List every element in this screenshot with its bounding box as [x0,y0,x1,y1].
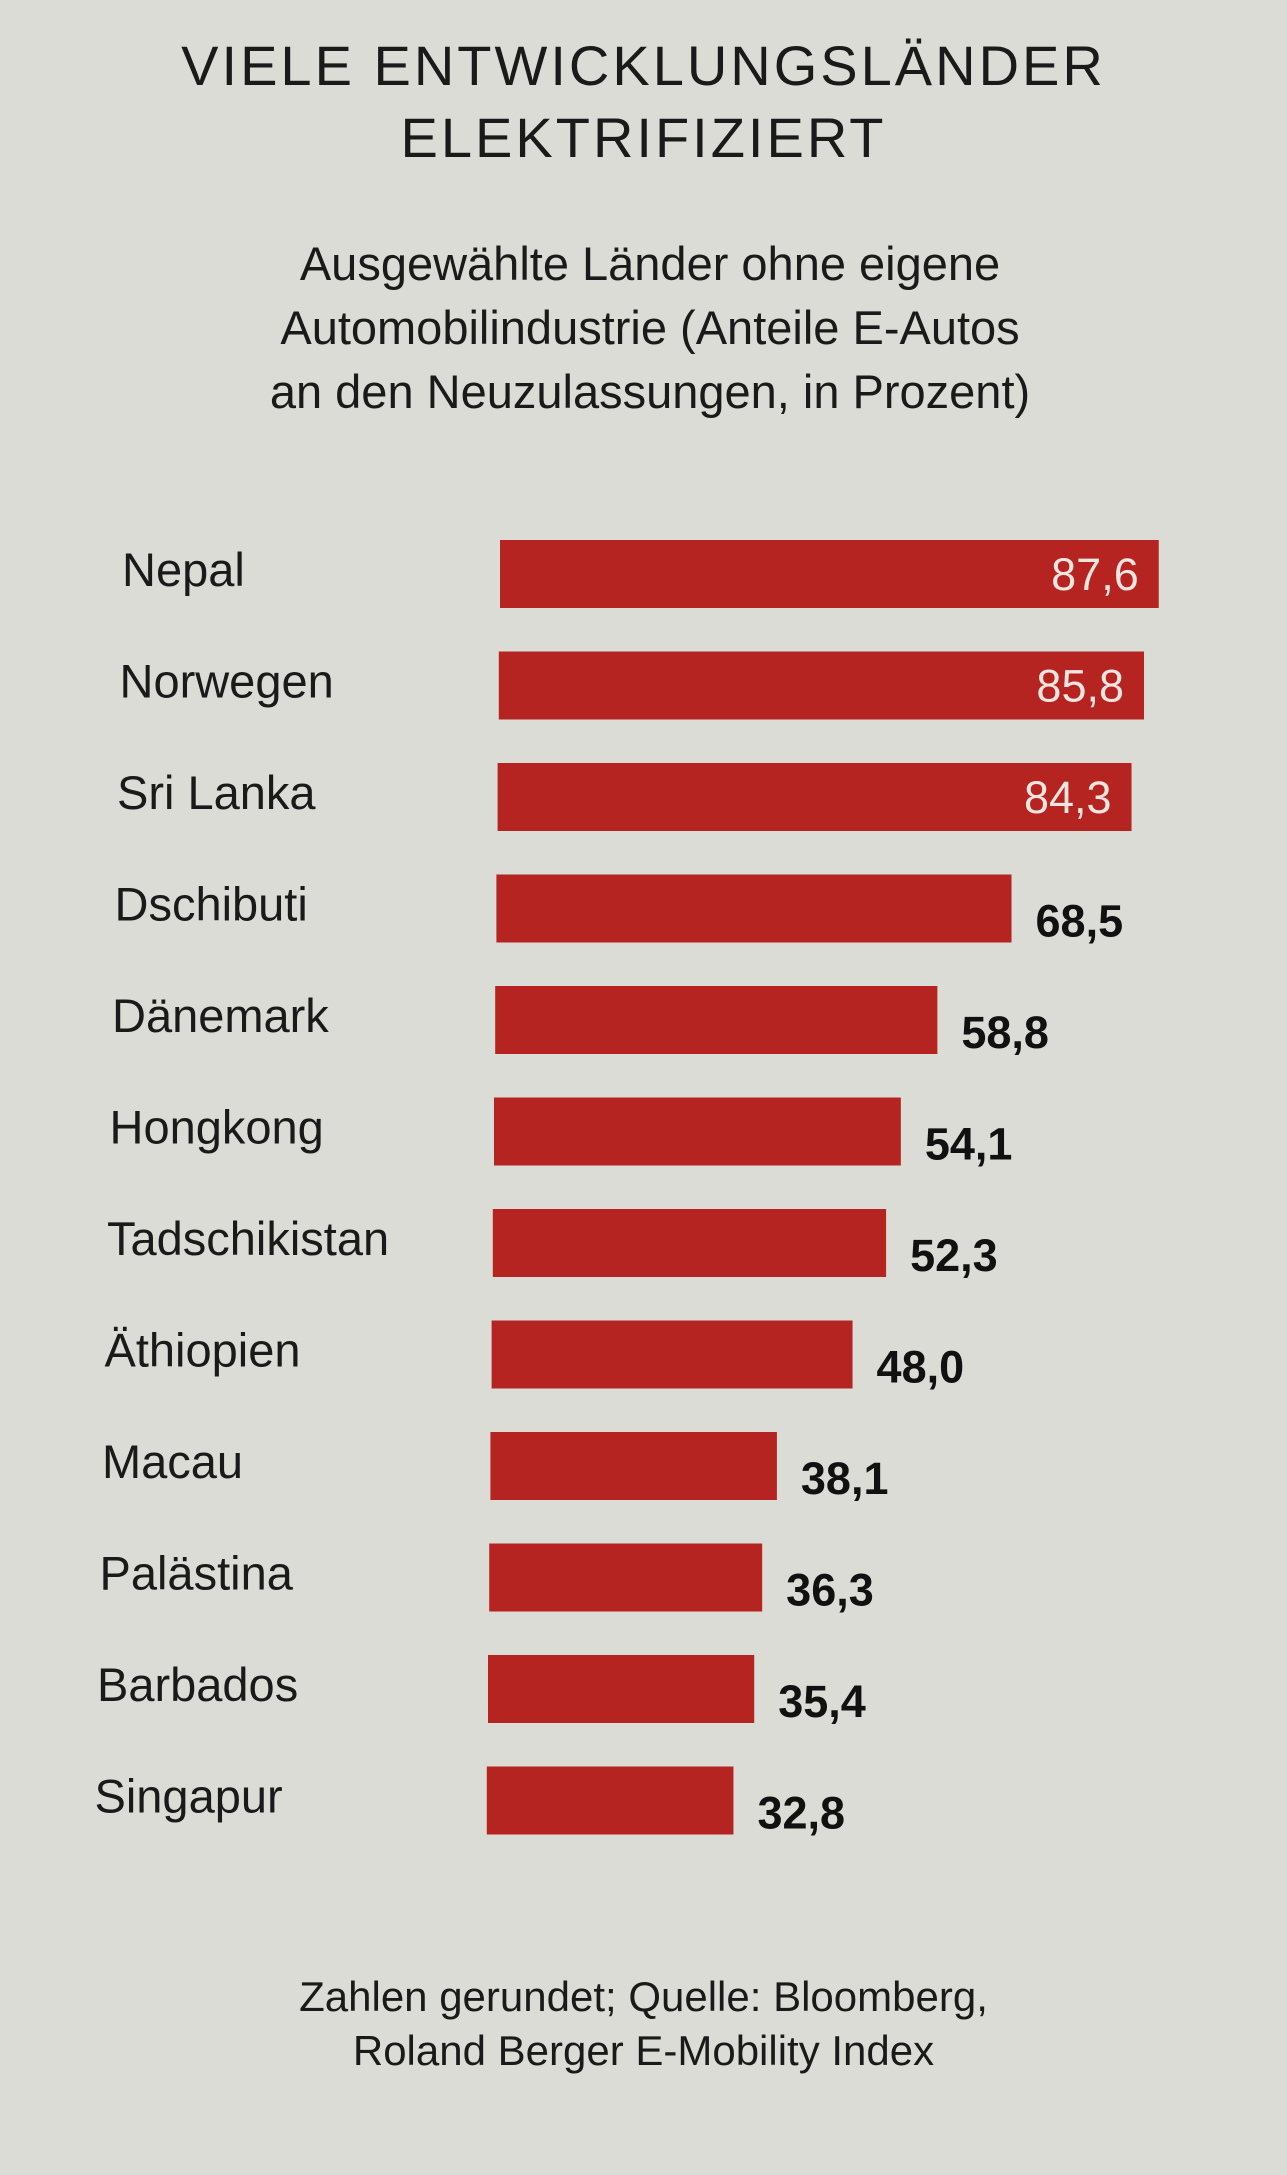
footer-line-2: Roland Berger E-Mobility Index [352,2027,935,2074]
subtitle-line-3: an den Neuzulassungen, in Prozent) [269,365,1031,418]
category-label: Barbados [97,1658,298,1711]
category-label: Dschibuti [115,878,308,931]
value-label: 85,8 [1036,661,1124,712]
category-label: Norwegen [120,655,334,708]
value-label: 87,6 [1051,549,1139,600]
bar [494,1097,901,1166]
category-label: Hongkong [110,1101,324,1154]
category-label: Macau [102,1435,243,1488]
value-label: 54,1 [925,1119,1013,1170]
subtitle-line-2: Automobilindustrie (Anteile E-Autos [280,301,1020,354]
chart-footer: Zahlen gerundet; Quelle: Bloomberg, Rola… [0,1970,1287,2078]
value-label: 68,5 [1036,896,1124,947]
category-label: Dänemark [112,989,329,1042]
value-label: 32,8 [757,1788,845,1839]
title-line-2: ELEKTRIFIZIERT [400,106,887,169]
chart-title: VIELE ENTWICKLUNGSLÄNDER ELEKTRIFIZIERT [0,30,1287,174]
category-label: Singapur [95,1770,283,1823]
bar [496,874,1012,943]
category-label: Äthiopien [105,1324,301,1377]
bar [498,651,1145,720]
bar [495,986,938,1054]
bar [492,1209,887,1277]
value-label: 84,3 [1024,772,1112,823]
category-label: Sri Lanka [117,766,316,819]
subtitle-line-1: Ausgewählte Länder ohne eigene [299,237,1001,290]
value-label: 52,3 [910,1230,998,1281]
value-label: 36,3 [786,1565,874,1616]
bar [486,1766,734,1835]
bar [488,1655,755,1723]
value-label: 35,4 [778,1676,866,1727]
bar [490,1432,777,1500]
value-label: 58,8 [961,1007,1049,1058]
bar [491,1320,853,1389]
value-label: 38,1 [801,1453,889,1504]
category-label: Tadschikistan [107,1212,389,1265]
bar [489,1543,763,1612]
category-label: Palästina [100,1547,294,1600]
footer-line-1: Zahlen gerundet; Quelle: Bloomberg, [299,1973,988,2020]
category-label: Nepal [122,543,245,596]
bar [497,763,1132,831]
chart-subtitle: Ausgewählte Länder ohne eigene Automobil… [150,232,1150,424]
title-line-1: VIELE ENTWICKLUNGSLÄNDER [181,34,1106,97]
bar [500,540,1159,608]
value-label: 48,0 [877,1342,965,1393]
